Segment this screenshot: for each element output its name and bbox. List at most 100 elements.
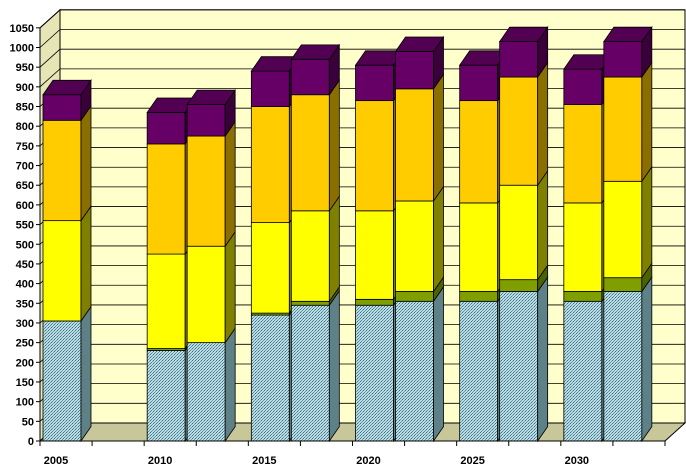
x-tick-label: 2015 <box>252 455 276 467</box>
y-tick-label: 300 <box>16 318 34 330</box>
bar-segment-2020-2-s4-front <box>395 88 434 202</box>
y-tick-label: 1000 <box>10 43 34 55</box>
bar-top-2020-2 <box>394 36 445 52</box>
y-tick-label: 200 <box>16 357 34 369</box>
gridline <box>39 48 685 68</box>
y-axis: 0 50 100 150 200 250 300 350 400 450 500 550 600 650 7… <box>10 23 41 448</box>
bar-segment-2030-1-s5-front <box>563 68 603 105</box>
bar-segment-2010-2-s3-side <box>224 230 236 344</box>
y-tick-label: 1050 <box>10 23 34 35</box>
bar-segment-2030-1-s2-front <box>563 291 603 302</box>
bar-segment-2025-2-s3-side <box>537 169 549 281</box>
bar-segment-2025-2-s1-side <box>537 275 549 443</box>
bar-segment-2005-1-s4-side <box>80 104 92 222</box>
y-tick-label: 0 <box>28 436 34 448</box>
bar-segment-2015-2-s4-side <box>328 79 340 213</box>
bar-segment-2020-2-s1-front <box>395 300 434 442</box>
bar-segment-2030-2-s5-front <box>603 41 643 78</box>
bar-segment-2025-1-s1-front <box>459 300 499 442</box>
bar-segment-2025-2-s2-front <box>499 279 539 292</box>
bar-segment-2015-2-s5-front <box>290 58 330 96</box>
bar-top-2030-2 <box>603 26 653 42</box>
bar-segment-2010-2-s1-side <box>224 326 236 443</box>
bar-segment-2020-1-s4-front <box>355 100 394 212</box>
bar-segment-2015-2-s3-front <box>290 210 330 302</box>
bar-segment-2005-1-s3-front <box>42 220 82 322</box>
bar-segment-2030-2-s3-front <box>603 180 643 279</box>
bar-segment-2010-2-s4-side <box>224 120 236 248</box>
y-tick-label: 850 <box>16 102 34 114</box>
bar-segment-2020-2-s5-front <box>395 51 434 90</box>
bar-segment-2015-1-s4-front <box>250 106 290 224</box>
y-tick-label: 900 <box>16 82 34 94</box>
bar-segment-2030-1-s4-front <box>563 104 603 204</box>
y-tick-label: 100 <box>16 397 34 409</box>
y-tick-label: 400 <box>16 279 34 291</box>
x-tick-label: 2005 <box>44 455 68 467</box>
bar-segment-2030-2-s4-front <box>603 76 643 182</box>
y-tick-label: 550 <box>16 220 34 232</box>
bar-2010-2 <box>186 88 236 443</box>
bars <box>42 25 653 443</box>
bar-segment-2005-1-s5-front <box>42 94 82 121</box>
bar-segment-2030-2-s1-front <box>603 291 643 442</box>
y-tick-label: 450 <box>16 259 34 271</box>
y-tick-label: 700 <box>16 161 34 173</box>
bar-segment-2020-2-s1-side <box>433 285 444 443</box>
bar-segment-2010-1-s5-front <box>146 112 186 145</box>
x-axis: 2005 2010 2015 2020 2025 2030 <box>39 440 666 467</box>
bar-segment-2015-2-s4-front <box>290 94 330 212</box>
bar-segment-2025-1-s2-front <box>459 291 499 302</box>
bar-segment-2020-1-s1-front <box>355 304 394 442</box>
bar-segment-2010-2-s4-front <box>186 135 226 247</box>
bar-segment-2005-1-s1-front <box>42 320 82 442</box>
bar-segment-2025-1-s5-front <box>459 64 499 102</box>
bar-2020-2 <box>394 35 445 443</box>
bar-2030-2 <box>603 25 653 443</box>
y-tick-label: 650 <box>16 180 34 192</box>
gridline <box>39 29 685 48</box>
bar-segment-2025-1-s3-front <box>459 202 499 292</box>
bar-segment-2020-2-s3-front <box>395 200 434 292</box>
x-tick-label: 2030 <box>565 455 589 467</box>
bar-2005-1 <box>42 79 92 443</box>
bar-segment-2025-2-s1-front <box>499 291 539 442</box>
y-tick-label: 750 <box>16 141 34 153</box>
y-tick-label: 350 <box>16 298 34 310</box>
y-tick-label: 600 <box>16 200 34 212</box>
bar-segment-2010-1-s1-front <box>146 350 186 442</box>
bar-segment-2020-1-s2-front <box>355 298 394 306</box>
y-tick-label: 250 <box>16 338 34 350</box>
bar-segment-2015-2-s1-front <box>290 304 330 442</box>
bar-segment-2030-2-s2-front <box>603 277 643 292</box>
bar-segment-2030-1-s1-front <box>563 300 603 442</box>
y-tick-label: 50 <box>22 416 34 428</box>
bar-segment-2030-2-s1-side <box>641 275 653 443</box>
bar-segment-2010-1-s3-front <box>146 253 186 349</box>
bar-segment-2015-2-s2-front <box>290 300 330 306</box>
bar-segment-2020-1-s3-front <box>355 210 394 300</box>
bar-segment-2025-2-s5-front <box>499 41 539 78</box>
bar-segment-2025-2-s4-front <box>499 76 539 186</box>
x-tick-label: 2020 <box>356 455 380 467</box>
bar-segment-2010-2-s5-front <box>186 104 226 137</box>
bar-top-2010-2 <box>186 89 236 105</box>
x-tick-label: 2010 <box>148 455 172 467</box>
bar-segment-2005-1-s4-front <box>42 119 82 222</box>
y-tick-label: 150 <box>16 377 34 389</box>
bar-segment-2010-1-s4-front <box>146 143 186 255</box>
bar-segment-2015-1-s3-front <box>250 222 290 314</box>
bar-segment-2030-1-s3-front <box>563 202 603 292</box>
bar-segment-2015-1-s5-front <box>250 70 290 107</box>
y-tick-label: 800 <box>16 121 34 133</box>
bar-2025-2 <box>498 25 549 443</box>
bar-top-2005-1 <box>42 79 92 96</box>
bar-segment-2015-2-s3-side <box>328 195 340 303</box>
bar-segment-2025-1-s4-front <box>459 100 499 204</box>
bar-segment-2030-2-s4-side <box>641 61 653 183</box>
bar-segment-2015-2-s1-side <box>328 289 340 443</box>
bar-segment-2005-1-s1-side <box>80 305 92 443</box>
bar-segment-2030-2-s3-side <box>641 165 653 279</box>
bar-segment-2010-2-s3-front <box>186 245 226 344</box>
